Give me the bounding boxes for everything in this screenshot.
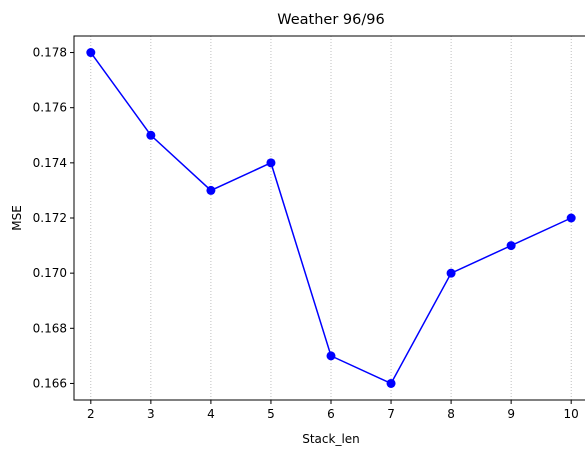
y-tick-label: 0.172 (33, 211, 67, 225)
x-tick-label: 10 (564, 407, 579, 421)
y-tick-label: 0.170 (33, 266, 67, 280)
y-axis-ticks: 0.166 0.168 0.170 0.172 0.174 0.176 0.178 (33, 46, 74, 390)
x-tick-label: 8 (447, 407, 455, 421)
data-point (86, 48, 96, 58)
chart-title: Weather 96/96 (277, 12, 384, 28)
y-tick-label: 0.168 (33, 321, 67, 335)
x-tick-label: 9 (507, 407, 515, 421)
x-tick-label: 2 (87, 407, 95, 421)
gridlines (90, 36, 572, 400)
series-line (86, 48, 576, 388)
x-tick-label: 3 (147, 407, 155, 421)
data-point (266, 158, 276, 168)
x-axis-label: Stack_len (302, 432, 360, 446)
data-point (326, 351, 336, 361)
y-tick-label: 0.176 (33, 101, 67, 115)
y-tick-label: 0.178 (33, 46, 67, 60)
data-point (506, 241, 516, 251)
data-point (386, 378, 396, 388)
data-point (566, 213, 576, 223)
y-axis-label: MSE (10, 205, 24, 231)
data-point (206, 185, 216, 195)
y-tick-label: 0.174 (33, 156, 67, 170)
x-tick-label: 7 (387, 407, 395, 421)
x-tick-label: 5 (267, 407, 275, 421)
x-axis-ticks: 2 3 4 5 6 7 8 9 10 (87, 400, 579, 421)
y-tick-label: 0.166 (33, 376, 67, 390)
data-point (146, 130, 156, 140)
x-tick-label: 6 (327, 407, 335, 421)
data-point (446, 268, 456, 278)
x-tick-label: 4 (207, 407, 215, 421)
